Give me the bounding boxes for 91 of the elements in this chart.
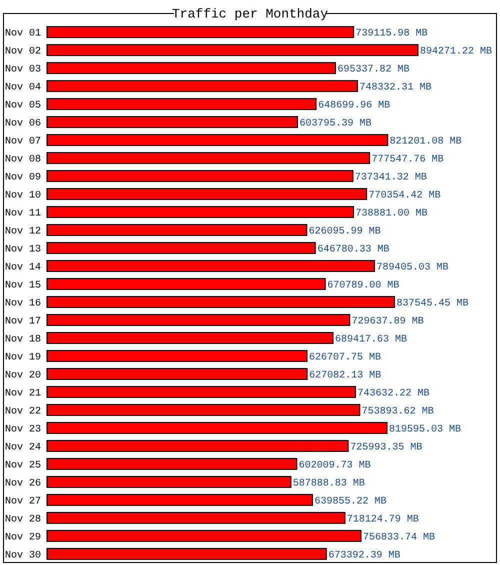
bar	[46, 296, 395, 308]
y-tick-label: Nov 28	[5, 514, 42, 526]
bar	[46, 44, 418, 56]
bar	[46, 188, 368, 200]
y-tick-label: Nov 14	[5, 262, 42, 274]
data-label: 639855.22 MB	[314, 496, 386, 508]
data-label: 603795.39 MB	[299, 118, 372, 130]
data-label: 725993.35 MB	[350, 442, 422, 454]
data-label: 670789.00 MB	[327, 280, 400, 292]
data-label: 819595.03 MB	[389, 424, 462, 436]
bar	[46, 422, 388, 434]
data-label: 648699.96 MB	[318, 100, 390, 112]
bar	[46, 26, 354, 38]
data-label: 695337.82 MB	[337, 64, 410, 76]
bar	[46, 332, 334, 344]
bar	[46, 404, 360, 416]
data-label: 739115.98 MB	[356, 28, 428, 40]
y-tick-label: Nov 24	[5, 442, 42, 454]
bar	[46, 206, 354, 218]
y-tick-label: Nov 20	[5, 370, 42, 382]
bar	[46, 62, 336, 74]
bar	[46, 170, 354, 182]
y-tick-label: Nov 17	[5, 316, 42, 328]
y-tick-label: Nov 08	[5, 154, 42, 166]
data-label: 718124.79 MB	[346, 514, 419, 526]
data-label: 756833.74 MB	[362, 532, 435, 544]
bar	[46, 314, 350, 326]
y-tick-label: Nov 22	[5, 406, 42, 418]
y-tick-label: Nov 25	[5, 460, 42, 472]
data-label: 789405.03 MB	[376, 262, 449, 274]
y-tick-label: Nov 09	[5, 172, 42, 184]
bar	[46, 98, 317, 110]
y-tick-label: Nov 16	[5, 298, 42, 310]
y-tick-label: Nov 26	[5, 478, 42, 490]
y-tick-label: Nov 12	[5, 226, 42, 238]
y-tick-label: Nov 30	[5, 550, 42, 562]
bar	[46, 440, 349, 452]
data-label: 821201.08 MB	[390, 136, 462, 148]
bar	[46, 224, 308, 236]
y-tick-label: Nov 04	[5, 82, 42, 94]
data-label: 646780.33 MB	[317, 244, 390, 256]
bar	[46, 278, 326, 290]
data-label: 738881.00 MB	[356, 208, 428, 220]
y-tick-label: Nov 13	[5, 244, 42, 256]
data-label: 753893.62 MB	[362, 406, 434, 418]
data-label: 743632.22 MB	[358, 388, 430, 400]
bar	[46, 458, 298, 470]
y-tick-label: Nov 01	[5, 28, 42, 40]
y-tick-label: Nov 27	[5, 496, 42, 508]
bar	[46, 476, 292, 488]
bar	[46, 512, 346, 524]
bar	[46, 152, 370, 164]
y-tick-label: Nov 29	[5, 532, 42, 544]
data-label: 602009.73 MB	[298, 460, 371, 472]
data-label: 837545.45 MB	[396, 298, 468, 310]
data-label: 737341.32 MB	[354, 172, 427, 184]
y-tick-label: Nov 11	[5, 208, 42, 220]
y-tick-label: Nov 02	[5, 46, 42, 58]
y-tick-label: Nov 23	[5, 424, 42, 436]
y-tick-label: Nov 10	[5, 190, 42, 202]
data-label: 894271.22 MB	[420, 46, 492, 58]
data-label: 626707.75 MB	[309, 352, 382, 364]
data-label: 626095.99 MB	[308, 226, 381, 238]
y-tick-label: Nov 07	[5, 136, 42, 148]
chart-title: Traffic per Monthday	[172, 6, 328, 22]
bar	[46, 386, 356, 398]
y-tick-label: Nov 06	[5, 118, 42, 130]
y-tick-label: Nov 21	[5, 388, 42, 400]
y-tick-label: Nov 15	[5, 280, 42, 292]
bar	[46, 494, 313, 506]
y-tick-label: Nov 19	[5, 352, 42, 364]
bar	[46, 134, 388, 146]
data-label: 748332.31 MB	[359, 82, 432, 94]
data-label: 627082.13 MB	[309, 370, 382, 382]
data-label: 777547.76 MB	[372, 154, 444, 166]
data-label: 587888.83 MB	[292, 478, 365, 490]
bar	[46, 548, 327, 560]
bar	[46, 242, 316, 254]
bar	[46, 260, 375, 272]
data-label: 689417.63 MB	[335, 334, 408, 346]
y-tick-label: Nov 03	[5, 64, 42, 76]
data-label: 770354.42 MB	[368, 190, 441, 202]
bar	[46, 350, 308, 362]
y-tick-label: Nov 05	[5, 100, 42, 112]
y-tick-label: Nov 18	[5, 334, 42, 346]
bar	[46, 80, 358, 92]
data-label: 729637.89 MB	[352, 316, 424, 328]
bar	[46, 116, 298, 128]
bar	[46, 368, 308, 380]
bar	[46, 530, 362, 542]
data-label: 673392.39 MB	[328, 550, 400, 562]
